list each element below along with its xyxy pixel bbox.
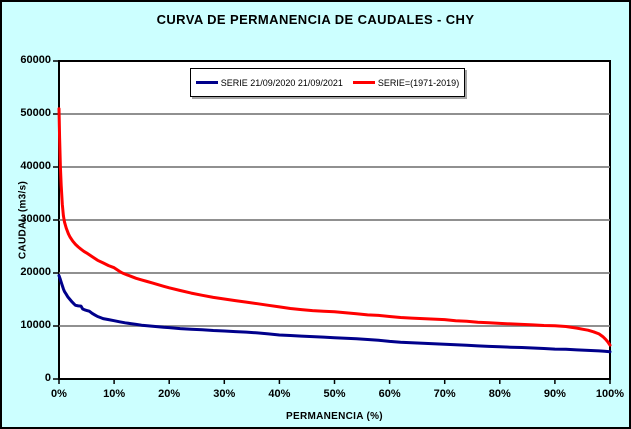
series-lines	[57, 107, 612, 354]
x-tick-label: 90%	[543, 388, 566, 400]
legend-label: SERIE 21/09/2020 21/09/2021	[220, 77, 343, 88]
series-line-1	[57, 107, 612, 347]
x-tick-label: 20%	[158, 388, 181, 400]
x-tick-label: 10%	[103, 388, 126, 400]
legend-line-red-icon	[352, 81, 375, 84]
x-tick-label: 40%	[268, 388, 291, 400]
legend-entry-serie-2020-2021: SERIE 21/09/2020 21/09/2021	[195, 77, 343, 88]
x-axis-title: PERMANENCIA (%)	[286, 411, 383, 422]
y-tick-label: 30000	[20, 213, 51, 225]
x-tick-label: 60%	[378, 388, 401, 400]
legend-entry-serie-1971-2019: SERIE=(1971-2019)	[352, 77, 460, 88]
legend: SERIE 21/09/2020 21/09/2021 SERIE=(1971-…	[190, 68, 465, 97]
legend-label: SERIE=(1971-2019)	[377, 77, 460, 88]
x-tick-label: 0%	[51, 388, 67, 400]
y-tick-label: 50000	[20, 107, 51, 119]
y-tick-label: 10000	[20, 319, 51, 331]
y-tick-label: 40000	[20, 160, 51, 172]
chart-title: CURVA DE PERMANENCIA DE CAUDALES - CHY	[156, 12, 475, 27]
y-tick-label: 20000	[20, 266, 51, 278]
x-tick-label: 30%	[213, 388, 236, 400]
x-tick-label: 50%	[323, 388, 346, 400]
series-line-0	[57, 274, 612, 354]
y-tick-label: 0	[44, 372, 51, 384]
x-tick-label: 70%	[433, 388, 456, 400]
x-tick-label: 80%	[488, 388, 511, 400]
y-tick-label: 60000	[20, 54, 51, 66]
axis-tick-marks	[53, 60, 611, 384]
legend-line-blue-icon	[195, 81, 218, 84]
x-tick-label: 100%	[595, 388, 625, 400]
